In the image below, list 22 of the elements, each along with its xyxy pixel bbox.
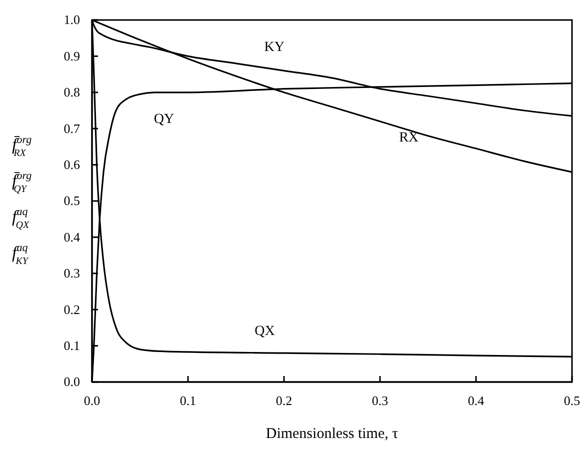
- y-tick-label: 0.7: [64, 120, 80, 136]
- y-tick-label: 0.2: [64, 302, 80, 317]
- series-label: QY: [154, 112, 174, 128]
- x-tick-label: 0.2: [276, 393, 292, 408]
- x-axis-title: Dimensionless time, τ: [266, 426, 398, 442]
- y-tick-label: 0.9: [64, 48, 80, 64]
- x-tick-label: 0.4: [468, 393, 485, 408]
- x-tick-label: 0.0: [84, 393, 100, 408]
- x-tick-label: 0.3: [372, 393, 388, 408]
- series-label: RX: [399, 130, 419, 146]
- y-tick-label: 1.0: [64, 12, 80, 28]
- y-tick-label: 0.0: [64, 374, 80, 390]
- y-tick-label: 0.5: [64, 193, 80, 208]
- y-tick-label: 0.8: [64, 84, 80, 100]
- y-tick-label: 0.4: [64, 229, 80, 244]
- series-label: KY: [264, 40, 285, 55]
- y-tick-label: 0.1: [64, 338, 80, 353]
- series-label: QX: [254, 324, 275, 339]
- x-tick-label: 0.1: [180, 393, 196, 408]
- x-tick-label: 0.5: [564, 393, 580, 408]
- y-tick-label: 0.6: [64, 156, 80, 172]
- y-tick-label: 0.3: [64, 266, 80, 281]
